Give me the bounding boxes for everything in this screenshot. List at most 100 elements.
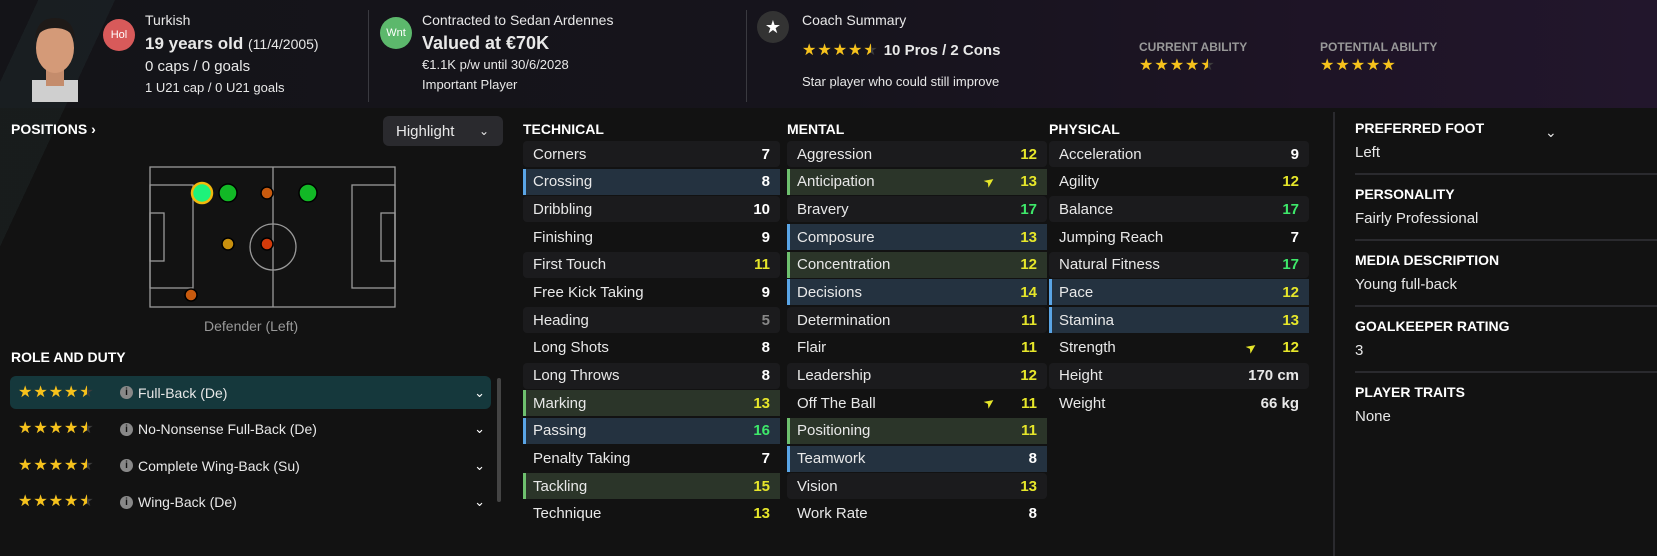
attribute-row-stamina[interactable]: Stamina 13 [1049, 307, 1309, 334]
attribute-row-heading[interactable]: Heading 5 [523, 307, 780, 334]
attribute-row-flair[interactable]: Flair 11 [787, 335, 1047, 361]
role-label: Complete Wing-Back (Su) [138, 457, 300, 474]
attribute-row-long-shots[interactable]: Long Shots 8 [523, 335, 780, 361]
attribute-row-long-throws[interactable]: Long Throws 8 [523, 362, 780, 389]
attribute-value: 13 [753, 505, 770, 523]
attribute-name: Free Kick Taking [533, 283, 644, 301]
attribute-name: Teamwork [797, 450, 866, 468]
chevron-down-icon[interactable]: ⌄ [474, 421, 485, 436]
info-icon[interactable]: i [120, 459, 133, 472]
pros-cons[interactable]: 10 Pros / 2 Cons [883, 42, 1001, 59]
info-icon[interactable]: i [120, 422, 133, 436]
highlight-dropdown[interactable]: Highlight ⌄ [383, 116, 503, 146]
attribute-row-acceleration[interactable]: Acceleration 9 [1049, 141, 1309, 167]
attribute-row-composure[interactable]: Composure 13 [787, 224, 1047, 251]
info-title: PREFERRED FOOT [1355, 120, 1485, 136]
weight-row: Weight 66 kg [1049, 390, 1309, 416]
attribute-name: Strength [1059, 339, 1116, 357]
role-item[interactable]: ★ ★ ★ ★ ★ ★ ★ ★ ★ ★ i Complete Wing-Back (Su) ⌄ [10, 449, 491, 482]
mental-attributes: Aggression 12 Anticipation ➤ 13 Bravery 17 Comp… [787, 141, 1047, 529]
attribute-row-first-touch[interactable]: First Touch 11 [523, 251, 780, 278]
attribute-row-aggression[interactable]: Aggression 12 [787, 141, 1047, 167]
wage: €1.1K p/w until 30/6/2028 [422, 57, 569, 72]
chevron-down-icon[interactable]: ⌄ [474, 494, 485, 509]
attribute-value: 14 [1020, 283, 1037, 301]
position-dot-dm[interactable] [221, 237, 235, 251]
attribute-row-technique[interactable]: Technique 13 [523, 501, 780, 527]
info-value: Young full-back [1355, 276, 1458, 293]
attribute-name: Off The Ball [797, 394, 876, 412]
chevron-down-icon[interactable]: ⌄ [474, 384, 485, 400]
coach-text: Star player who could still improve [802, 74, 1000, 89]
technical-attributes: Corners 7 Crossing 8 Dribbling 10 Finishing 9 Fi… [523, 141, 780, 529]
attribute-name: Bravery [797, 200, 849, 218]
attribute-row-anticipation[interactable]: Anticipation ➤ 13 [787, 168, 1047, 195]
info-value: None [1355, 408, 1391, 425]
role-item[interactable]: ★ ★ ★ ★ ★ ★ ★ ★ ★ ★ i Wing-Back (De) ⌄ [10, 486, 491, 519]
happiness-badge[interactable]: Hol [103, 19, 135, 51]
info-block: PERSONALITY Fairly Professional [1355, 186, 1655, 227]
attribute-row-balance[interactable]: Balance 17 [1049, 196, 1309, 223]
attribute-row-crossing[interactable]: Crossing 8 [523, 168, 780, 195]
attribute-row-positioning[interactable]: Positioning 11 [787, 417, 1047, 444]
physical-title: PHYSICAL [1049, 121, 1120, 137]
attribute-row-penalty-taking[interactable]: Penalty Taking 7 [523, 446, 780, 472]
attribute-value: 12 [1020, 145, 1037, 163]
position-dot-wbl[interactable] [218, 183, 238, 203]
positions-link[interactable]: POSITIONS › [11, 121, 96, 137]
attribute-name: Heading [533, 311, 589, 329]
attribute-row-work-rate[interactable]: Work Rate 8 [787, 501, 1047, 527]
position-dot-aml[interactable] [298, 183, 318, 203]
divider [1355, 239, 1657, 241]
attribute-row-strength[interactable]: Strength ➤ 12 [1049, 335, 1309, 361]
attribute-row-concentration[interactable]: Concentration 12 [787, 251, 1047, 278]
attribute-row-marking[interactable]: Marking 13 [523, 390, 780, 417]
attribute-value: 15 [753, 477, 770, 495]
attribute-name: Dribbling [533, 200, 593, 218]
info-icon[interactable]: i [120, 386, 133, 399]
star-icon: ★ ★ [848, 41, 863, 59]
attribute-row-determination[interactable]: Determination 11 [787, 307, 1047, 334]
attribute-row-bravery[interactable]: Bravery 17 [787, 196, 1047, 223]
attribute-row-jumping-reach[interactable]: Jumping Reach 7 [1049, 224, 1309, 250]
attribute-row-corners[interactable]: Corners 7 [523, 141, 780, 167]
role-label: No-Nonsense Full-Back (De) [138, 421, 317, 437]
attribute-row-pace[interactable]: Pace 12 [1049, 279, 1309, 306]
role-item[interactable]: ★ ★ ★ ★ ★ ★ ★ ★ ★ ★ i No-Nonsense Full-Back (De) ⌄ [10, 413, 491, 446]
physical-attributes: Acceleration 9 Agility 12 Balance 17 Jumping R… [1049, 141, 1309, 418]
info-icon[interactable]: i [120, 495, 133, 509]
interest-badge[interactable]: Wnt [380, 17, 412, 49]
star-icon: ★ ★ [1200, 57, 1215, 74]
attribute-value: 9 [1290, 145, 1299, 163]
chevron-down-icon[interactable]: ⌄ [1545, 124, 1557, 140]
attribute-row-leadership[interactable]: Leadership 12 [787, 362, 1047, 389]
attribute-row-tackling[interactable]: Tackling 15 [523, 473, 780, 500]
star-icon: ★ ★ [1139, 57, 1154, 74]
attribute-row-dribbling[interactable]: Dribbling 10 [523, 196, 780, 223]
chevron-down-icon[interactable]: ⌄ [474, 457, 485, 473]
attribute-row-vision[interactable]: Vision 13 [787, 473, 1047, 500]
attribute-value: 11 [1021, 394, 1037, 412]
attribute-name: Natural Fitness [1059, 256, 1160, 274]
position-dot-ml[interactable] [260, 186, 274, 200]
star-icon: ★ ★ [48, 383, 64, 401]
attribute-row-natural-fitness[interactable]: Natural Fitness 17 [1049, 251, 1309, 278]
potential-ability-stars: ★ ★ ★ ★ ★ ★ ★ ★ ★ ★ [1320, 58, 1396, 74]
roles-scrollbar[interactable] [497, 378, 501, 502]
info-block: PLAYER TRAITS None [1355, 384, 1655, 425]
attribute-row-agility[interactable]: Agility 12 [1049, 169, 1309, 195]
attribute-row-free-kick-taking[interactable]: Free Kick Taking 9 [523, 279, 780, 305]
attribute-name: Anticipation [797, 173, 875, 191]
position-dot-dl[interactable] [190, 181, 214, 205]
age: 19 years old (11/4/2005) [145, 34, 319, 54]
position-dot-mc[interactable] [260, 237, 274, 251]
position-dot-dr[interactable] [184, 288, 198, 302]
attribute-row-passing[interactable]: Passing 16 [523, 417, 780, 444]
role-item[interactable]: ★ ★ ★ ★ ★ ★ ★ ★ ★ ★ i Full-Back (De) ⌄ [10, 376, 491, 409]
attribute-row-finishing[interactable]: Finishing 9 [523, 224, 780, 250]
attribute-row-decisions[interactable]: Decisions 14 [787, 279, 1047, 306]
attribute-value: 12 [1020, 367, 1037, 384]
attribute-value: 16 [753, 422, 770, 440]
attribute-row-off-the-ball[interactable]: Off The Ball ➤ 11 [787, 390, 1047, 416]
attribute-row-teamwork[interactable]: Teamwork 8 [787, 445, 1047, 472]
